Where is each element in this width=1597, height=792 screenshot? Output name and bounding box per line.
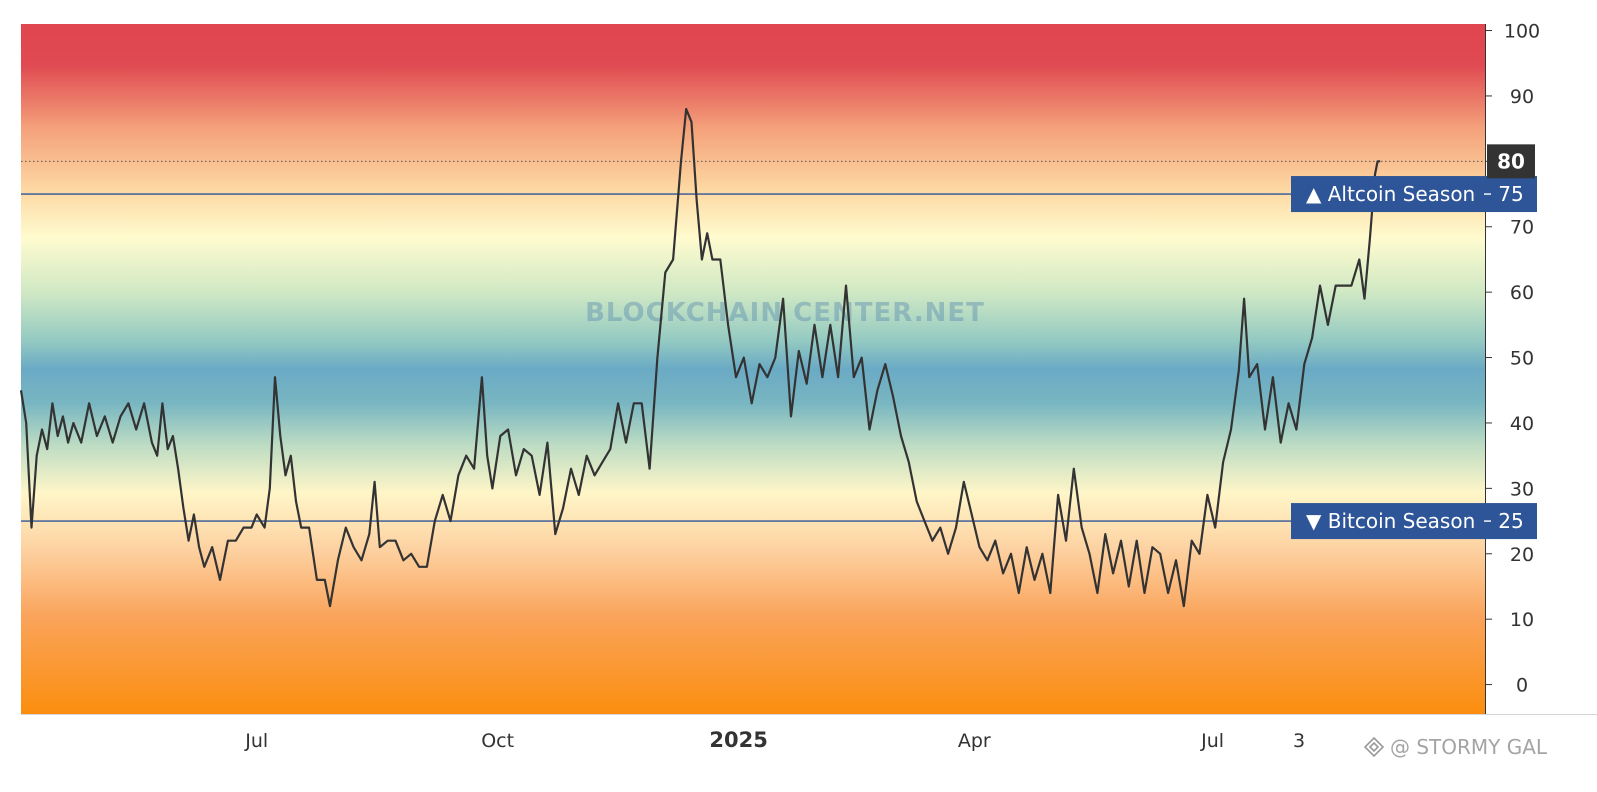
series-line-group xyxy=(19,107,1381,608)
plot-background xyxy=(21,24,1485,714)
y-tick-label-90: 90 xyxy=(1510,86,1534,108)
y-tick-label-30: 30 xyxy=(1510,478,1534,500)
x-tick-label-5: 3 xyxy=(1293,730,1305,752)
credit-text: @ STORMY GAL xyxy=(1390,735,1548,759)
x-axis-ticks: Jul Oct 2025 Apr Jul 3 xyxy=(244,728,1305,752)
y-tick-label-100: 100 xyxy=(1504,21,1540,43)
credit-watermark: @ STORMY GAL xyxy=(1363,735,1548,759)
reference-badge-label-75: ▲ Altcoin Season xyxy=(1306,182,1475,206)
right-axis-panel xyxy=(1485,24,1597,714)
y-tick-label-40: 40 xyxy=(1510,413,1534,435)
y-tick-label-0: 0 xyxy=(1516,675,1528,697)
reference-badge-75 xyxy=(1291,176,1537,213)
x-tick-label-1: Oct xyxy=(481,730,514,752)
binance-logo-icon xyxy=(1363,736,1385,758)
x-tick-label-3: Apr xyxy=(958,730,991,752)
series-line-0 xyxy=(19,107,1381,608)
y-tick-label-10: 10 xyxy=(1510,609,1534,631)
reference-badge-25 xyxy=(1291,503,1537,540)
current-value-label: 80 xyxy=(1497,149,1525,173)
reference-badge-value-25: 25 xyxy=(1498,509,1523,533)
x-tick-label-2: 2025 xyxy=(709,728,767,752)
reference-badge-label-25: ▼ Bitcoin Season xyxy=(1306,509,1475,533)
x-tick-label-0: Jul xyxy=(244,730,268,752)
reference-badge-value-75: 75 xyxy=(1498,182,1523,206)
y-tick-label-20: 20 xyxy=(1510,544,1534,566)
y-tick-label-50: 50 xyxy=(1510,348,1534,370)
current-value-badge xyxy=(1487,144,1535,179)
badges: ▲ Altcoin Season 75 ▼ Bitcoin Season 25 80 xyxy=(1291,144,1537,540)
y-tick-label-70: 70 xyxy=(1510,217,1534,239)
x-tick-label-4: Jul xyxy=(1200,730,1224,752)
y-tick-label-60: 60 xyxy=(1510,282,1534,304)
